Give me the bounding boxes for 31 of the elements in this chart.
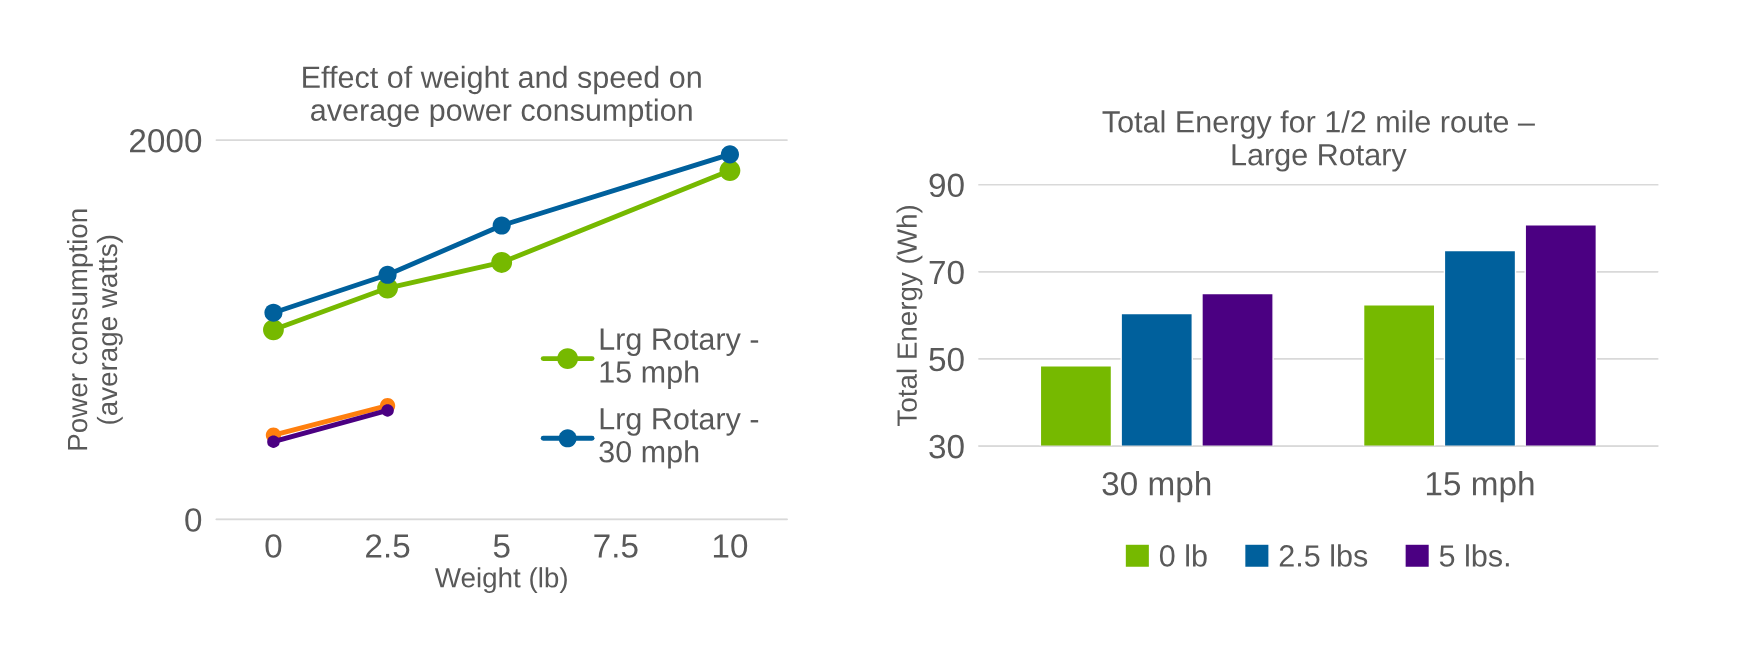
legend-label: 5 lbs. xyxy=(1439,544,1509,567)
x-tick-label: 5 xyxy=(493,534,510,558)
legend-label: 2.5 lbs xyxy=(1279,544,1368,567)
legend-label: Lrg Rotary - 30 mph xyxy=(599,408,759,469)
x-tick-label: 15 mph xyxy=(1426,471,1534,503)
x-tick-label: 0 xyxy=(265,534,282,558)
point xyxy=(264,303,283,322)
legend-label: Lrg Rotary - 15 mph xyxy=(600,328,759,389)
y-axis-title: Power consumption (average watts) xyxy=(66,209,123,450)
point xyxy=(381,404,394,417)
point xyxy=(720,145,739,164)
y-tick-label: 70 xyxy=(929,260,964,285)
x-axis-title: Weight (lb) xyxy=(434,567,567,594)
chart-title: Effect of weight and speed on average power consumption xyxy=(303,65,701,128)
y-tick-label: 50 xyxy=(929,347,964,372)
point xyxy=(378,265,397,284)
point xyxy=(267,435,280,448)
x-tick-label: 2.5 xyxy=(366,534,410,558)
y-tick-label: 30 xyxy=(929,434,964,459)
point xyxy=(719,160,741,181)
legend-label: 0 lb xyxy=(1159,544,1207,567)
y-tick-label: 90 xyxy=(929,173,964,198)
y-axis-title: Total Energy (Wh) xyxy=(896,205,923,426)
point xyxy=(263,319,284,341)
point xyxy=(492,216,511,235)
x-tick-label: 10 xyxy=(713,534,748,558)
x-tick-label: 7.5 xyxy=(594,534,638,558)
point xyxy=(491,252,513,273)
y-tick-label: 2000 xyxy=(130,128,202,153)
chart-title: Total Energy for 1/2 mile route – Large Rotary xyxy=(1102,110,1535,172)
x-tick-label: 30 mph xyxy=(1102,471,1211,503)
